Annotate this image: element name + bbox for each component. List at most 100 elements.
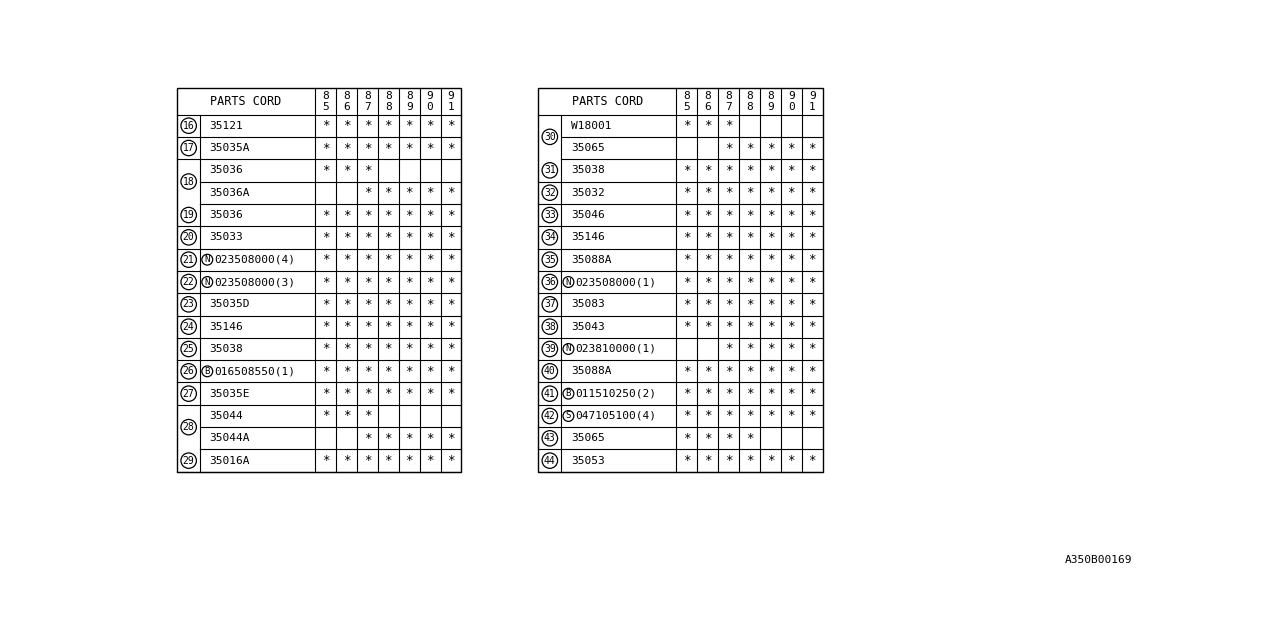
Text: 42: 42: [544, 411, 556, 421]
Text: 8: 8: [385, 102, 392, 112]
Text: *: *: [746, 209, 753, 221]
Text: *: *: [447, 342, 454, 355]
Text: *: *: [746, 141, 753, 154]
Text: 6: 6: [704, 102, 710, 112]
Text: 8: 8: [343, 91, 349, 101]
Text: *: *: [746, 298, 753, 311]
Text: *: *: [809, 186, 815, 199]
Text: 023508000(1): 023508000(1): [576, 277, 657, 287]
Text: 24: 24: [183, 322, 195, 332]
Text: *: *: [426, 231, 434, 244]
Text: *: *: [406, 253, 413, 266]
Text: *: *: [724, 253, 732, 266]
Text: *: *: [343, 253, 351, 266]
Text: *: *: [746, 454, 753, 467]
Text: 37: 37: [544, 300, 556, 309]
Text: *: *: [406, 186, 413, 199]
Text: 16: 16: [183, 121, 195, 131]
Text: *: *: [767, 141, 774, 154]
Text: 0: 0: [788, 102, 795, 112]
Text: *: *: [767, 231, 774, 244]
Text: 8: 8: [724, 91, 732, 101]
Text: *: *: [682, 231, 690, 244]
Text: *: *: [406, 231, 413, 244]
Text: *: *: [809, 387, 815, 400]
Text: *: *: [767, 164, 774, 177]
Text: *: *: [682, 253, 690, 266]
Text: B: B: [205, 367, 210, 376]
Text: *: *: [746, 320, 753, 333]
Text: 44: 44: [544, 456, 556, 466]
Text: 9: 9: [788, 91, 795, 101]
Text: *: *: [787, 141, 795, 154]
Text: *: *: [704, 164, 712, 177]
Text: *: *: [787, 275, 795, 289]
Text: *: *: [724, 432, 732, 445]
Text: *: *: [406, 387, 413, 400]
Text: *: *: [384, 298, 392, 311]
Text: *: *: [746, 253, 753, 266]
Text: 5: 5: [323, 102, 329, 112]
Text: 1: 1: [448, 102, 454, 112]
Text: 19: 19: [183, 210, 195, 220]
Text: 5: 5: [684, 102, 690, 112]
Text: *: *: [364, 410, 371, 422]
Text: 011510250(2): 011510250(2): [576, 388, 657, 399]
Text: *: *: [343, 141, 351, 154]
Text: *: *: [343, 298, 351, 311]
Text: *: *: [682, 119, 690, 132]
Text: 43: 43: [544, 433, 556, 444]
Text: *: *: [746, 410, 753, 422]
Text: 35146: 35146: [210, 322, 243, 332]
Text: *: *: [426, 186, 434, 199]
Text: 8: 8: [323, 91, 329, 101]
Text: *: *: [682, 410, 690, 422]
Text: *: *: [364, 298, 371, 311]
Text: *: *: [809, 342, 815, 355]
Text: *: *: [447, 432, 454, 445]
Text: *: *: [767, 342, 774, 355]
Text: 023810000(1): 023810000(1): [576, 344, 657, 354]
Text: *: *: [384, 119, 392, 132]
Text: PARTS CORD: PARTS CORD: [572, 95, 643, 108]
Text: *: *: [406, 454, 413, 467]
Text: *: *: [364, 164, 371, 177]
Text: 016508550(1): 016508550(1): [214, 366, 296, 376]
Text: *: *: [384, 231, 392, 244]
Text: 35053: 35053: [571, 456, 604, 466]
Text: 32: 32: [544, 188, 556, 198]
Text: 36: 36: [544, 277, 556, 287]
Text: *: *: [384, 209, 392, 221]
Text: *: *: [426, 119, 434, 132]
Text: 22: 22: [183, 277, 195, 287]
Text: 8: 8: [684, 91, 690, 101]
Text: *: *: [426, 454, 434, 467]
Text: 21: 21: [183, 255, 195, 265]
Text: *: *: [682, 432, 690, 445]
Text: PARTS CORD: PARTS CORD: [210, 95, 282, 108]
Text: N: N: [205, 278, 210, 287]
Text: *: *: [767, 365, 774, 378]
Text: 35035E: 35035E: [210, 388, 250, 399]
Text: *: *: [724, 186, 732, 199]
Text: *: *: [724, 387, 732, 400]
Text: *: *: [809, 275, 815, 289]
Text: 9: 9: [426, 91, 434, 101]
Text: *: *: [447, 387, 454, 400]
Text: *: *: [321, 365, 329, 378]
Text: 9: 9: [767, 102, 773, 112]
Text: 35036A: 35036A: [210, 188, 250, 198]
Text: *: *: [364, 119, 371, 132]
Text: *: *: [704, 209, 712, 221]
Text: *: *: [682, 298, 690, 311]
Text: 7: 7: [364, 102, 371, 112]
Text: *: *: [321, 141, 329, 154]
Text: *: *: [724, 141, 732, 154]
Text: *: *: [809, 231, 815, 244]
Text: 18: 18: [183, 177, 195, 186]
Text: *: *: [384, 141, 392, 154]
Text: *: *: [321, 342, 329, 355]
Text: *: *: [364, 186, 371, 199]
Text: *: *: [724, 410, 732, 422]
Text: *: *: [682, 275, 690, 289]
